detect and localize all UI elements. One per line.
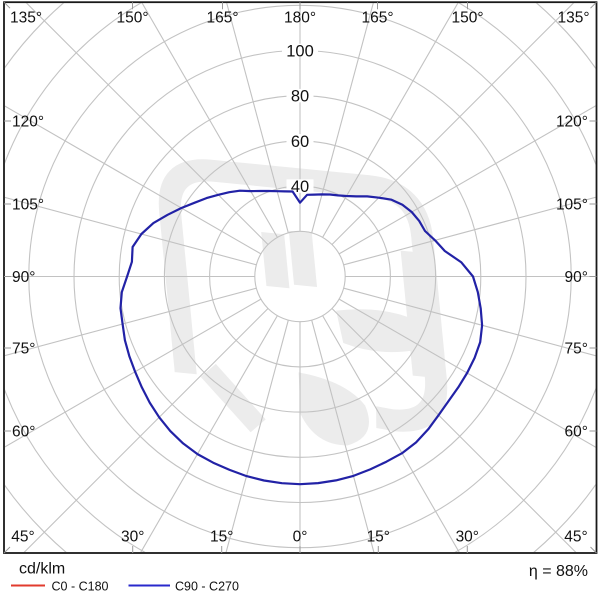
svg-text:60°: 60° <box>565 424 588 441</box>
svg-text:165°: 165° <box>206 10 238 27</box>
svg-text:180°: 180° <box>284 10 316 27</box>
svg-text:90°: 90° <box>565 269 588 286</box>
svg-text:C0 - C180: C0 - C180 <box>52 580 109 594</box>
svg-text:75°: 75° <box>12 341 35 358</box>
svg-text:135°: 135° <box>10 10 42 27</box>
svg-text:135°: 135° <box>557 10 589 27</box>
svg-text:45°: 45° <box>564 528 587 545</box>
svg-text:30°: 30° <box>121 528 144 545</box>
svg-text:105°: 105° <box>556 197 588 214</box>
svg-text:C90 - C270: C90 - C270 <box>175 580 239 594</box>
svg-text:80: 80 <box>291 88 309 106</box>
svg-text:15°: 15° <box>210 528 233 545</box>
svg-text:15°: 15° <box>367 528 390 545</box>
svg-text:η = 88%: η = 88% <box>529 563 588 580</box>
svg-text:150°: 150° <box>451 10 483 27</box>
svg-text:cd/klm: cd/klm <box>19 561 65 578</box>
svg-text:60: 60 <box>291 133 309 151</box>
svg-text:120°: 120° <box>556 114 588 131</box>
svg-text:105°: 105° <box>12 197 44 214</box>
svg-text:150°: 150° <box>116 10 148 27</box>
svg-text:60°: 60° <box>12 424 35 441</box>
svg-text:120°: 120° <box>12 114 44 131</box>
svg-text:165°: 165° <box>361 10 393 27</box>
svg-text:45°: 45° <box>11 528 34 545</box>
svg-text:100: 100 <box>286 42 314 60</box>
svg-text:40: 40 <box>291 178 309 196</box>
svg-text:75°: 75° <box>565 341 588 358</box>
svg-text:30°: 30° <box>456 528 479 545</box>
svg-text:90°: 90° <box>12 269 35 286</box>
svg-text:0°: 0° <box>293 528 308 545</box>
